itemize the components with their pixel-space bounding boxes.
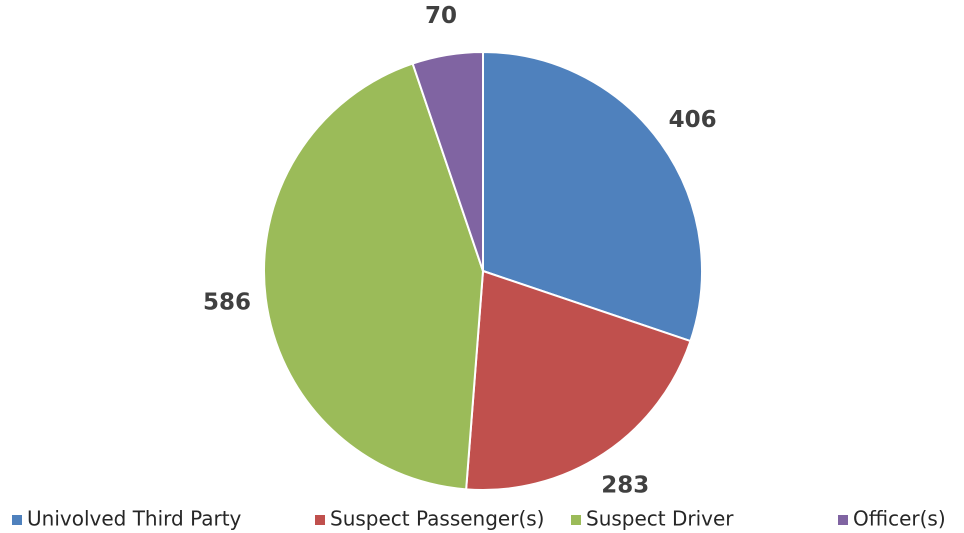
legend-swatch xyxy=(571,515,581,525)
data-label: 586 xyxy=(203,290,251,316)
legend-label: Suspect Passenger(s) xyxy=(330,507,544,531)
legend-swatch xyxy=(315,515,325,525)
pie-slice xyxy=(482,50,703,343)
legend-swatch xyxy=(838,515,848,525)
pie-slice xyxy=(465,269,692,491)
pie-slice xyxy=(263,62,485,491)
legend-label: Univolved Third Party xyxy=(27,507,242,531)
legend-label: Officer(s) xyxy=(853,507,946,531)
legend-label: Suspect Driver xyxy=(586,507,734,531)
legend-swatch xyxy=(12,515,22,525)
data-label: 283 xyxy=(601,473,649,499)
pie-slice xyxy=(411,50,484,272)
data-label: 406 xyxy=(669,107,717,133)
data-label: 70 xyxy=(425,3,457,29)
